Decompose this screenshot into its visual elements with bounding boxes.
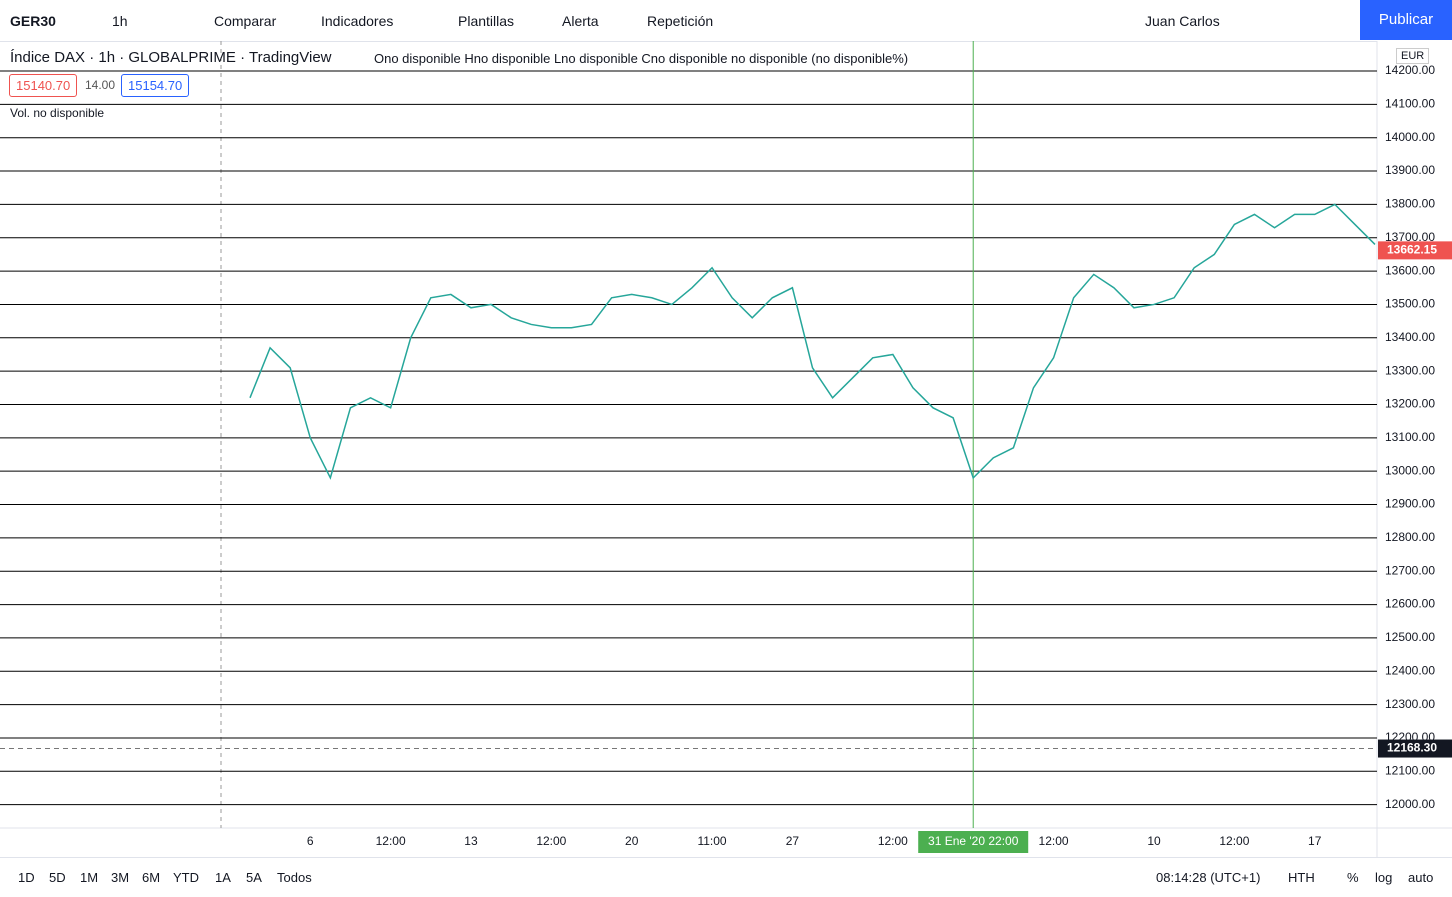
x-tick-label: 20	[625, 834, 639, 848]
x-tick-label: 31 Ene '20 22:00	[928, 834, 1019, 848]
y-tick-label: 13600.00	[1385, 263, 1435, 277]
y-tick-label: 12300.00	[1385, 697, 1435, 711]
y-tick-label: 13900.00	[1385, 163, 1435, 177]
replay[interactable]: Repetición	[647, 13, 714, 29]
percent[interactable]: %	[1347, 870, 1359, 885]
crosshair-time-box	[918, 831, 1029, 853]
templates[interactable]: Plantillas	[458, 13, 515, 29]
bottom-bar: 08:14:28 (UTC+1) HTH % log auto 1D 5D 1M 3M…	[0, 857, 1452, 897]
x-tick-label: 11:00	[697, 834, 726, 848]
alert[interactable]: Alerta	[562, 13, 599, 29]
price-line	[249, 203, 1376, 480]
x-tick-label: 12:00	[376, 834, 406, 848]
y-tick-label: 13500.00	[1385, 297, 1435, 311]
y-tick-label: 12600.00	[1385, 597, 1435, 611]
currency[interactable]: EUR	[1396, 48, 1430, 64]
range-button[interactable]: Todos	[277, 870, 312, 885]
bid[interactable]: 15140.70	[9, 74, 78, 97]
x-tick-label: 12:00	[1039, 834, 1069, 848]
range-button[interactable]: 6M	[142, 870, 161, 885]
volume-legend: Vol. no disponible	[10, 106, 105, 120]
toolbar: GER30 1h Comparar Indicadores Plantillas…	[0, 0, 1452, 42]
range-button[interactable]: 1A	[215, 870, 231, 885]
range-button[interactable]: 5D	[49, 870, 66, 885]
y-tick-label: 12500.00	[1385, 630, 1435, 644]
y-tick-label: 14000.00	[1385, 130, 1435, 144]
chart: 12000.0012100.0012200.0012300.0012400.00…	[0, 41, 1452, 857]
y-tick-label: 14100.00	[1385, 97, 1435, 111]
y-tick-label: 13200.00	[1385, 397, 1435, 411]
last-price: 13662.15	[1387, 243, 1437, 257]
y-tick-label: 13700.00	[1385, 230, 1435, 244]
y-tick-label: 13800.00	[1385, 197, 1435, 211]
x-tick-label: 13	[464, 834, 478, 848]
y-tick-label: 12700.00	[1385, 563, 1435, 577]
x-tick-label: 12:00	[536, 834, 566, 848]
publish-button[interactable]: Publicar	[1360, 0, 1452, 40]
auto[interactable]: auto	[1408, 870, 1434, 885]
x-tick-label: 12:00	[1219, 834, 1249, 848]
y-tick-label: 13000.00	[1385, 463, 1435, 477]
spread: 14.00	[85, 78, 116, 92]
last-price-box	[1378, 241, 1452, 260]
indicators[interactable]: Indicadores	[321, 13, 394, 29]
range-button[interactable]: 1D	[18, 870, 35, 885]
y-tick-label: 12000.00	[1385, 797, 1435, 811]
interval[interactable]: 1h	[112, 13, 128, 29]
range-button[interactable]: 3M	[111, 870, 130, 885]
y-tick-label: 12400.00	[1385, 663, 1435, 677]
x-tick-label: 17	[1308, 834, 1322, 848]
crosshair-price-box	[1378, 739, 1452, 758]
crosshair-price: 12168.30	[1387, 741, 1437, 755]
y-tick-label: 12800.00	[1385, 530, 1435, 544]
legend-title: Índice DAX · 1h · GLOBALPRIME · TradingV…	[10, 49, 332, 66]
x-tick-label: 27	[786, 834, 800, 848]
log[interactable]: log	[1375, 870, 1393, 885]
legend-ohlc: Ono disponible Hno disponible Lno dispon…	[374, 51, 909, 66]
x-tick-label: 10	[1147, 834, 1161, 848]
x-tick-label: 12:00	[878, 834, 908, 848]
symbol[interactable]: GER30	[10, 13, 56, 29]
y-tick-label: 13100.00	[1385, 430, 1435, 444]
y-tick-label: 14200.00	[1385, 63, 1435, 77]
y-tick-label: 12900.00	[1385, 497, 1435, 511]
compare[interactable]: Comparar	[214, 13, 277, 29]
x-tick-label: 6	[307, 834, 314, 848]
ask[interactable]: 15154.70	[121, 74, 190, 97]
range-button[interactable]: 5A	[246, 870, 262, 885]
clock: 08:14:28 (UTC+1)	[1156, 870, 1261, 885]
y-tick-label: 13400.00	[1385, 330, 1435, 344]
price-axis	[1377, 41, 1452, 857]
range-button[interactable]: 1M	[80, 870, 99, 885]
user[interactable]: Juan Carlos	[1145, 13, 1220, 29]
range-button[interactable]: YTD	[173, 870, 199, 885]
y-tick-label: 12100.00	[1385, 763, 1435, 777]
session[interactable]: HTH	[1288, 870, 1315, 885]
y-tick-label: 13300.00	[1385, 363, 1435, 377]
